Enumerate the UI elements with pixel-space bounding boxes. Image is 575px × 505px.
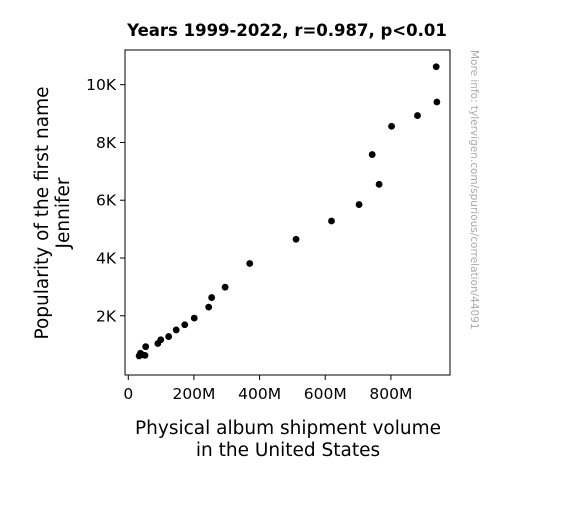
data-point [292, 235, 300, 243]
y-tick-label: 2K [96, 307, 117, 325]
data-point [165, 333, 173, 340]
data-point [208, 294, 216, 301]
x-tick-label: 600M [304, 385, 347, 403]
data-point [205, 303, 213, 311]
x-axis-label-line-2: in the United States [196, 440, 380, 461]
y-tick-label: 6K [96, 192, 117, 210]
x-axis: 0 200M 400M 600M 800M [123, 375, 412, 403]
data-point [135, 352, 143, 360]
y-tick-label: 4K [96, 250, 117, 268]
data-point [414, 112, 421, 119]
data-point [172, 326, 180, 334]
data-point [432, 63, 440, 71]
data-points [135, 63, 441, 360]
data-point [355, 201, 363, 208]
data-point [433, 98, 441, 106]
data-point [375, 180, 383, 188]
y-axis-label-line-1: Popularity of the first name [32, 86, 53, 339]
data-point [328, 217, 335, 225]
y-tick-label: 10K [86, 76, 117, 94]
data-point [221, 283, 229, 291]
data-point [368, 151, 376, 158]
chart-title: Years 1999-2022, r=0.987, p<0.01 [126, 21, 447, 40]
x-tick-label: 800M [369, 385, 412, 403]
x-tick-label: 200M [172, 385, 215, 403]
plot-area [124, 49, 451, 376]
data-point [154, 340, 162, 347]
y-axis-label-line-2: Jennifer [53, 177, 74, 249]
x-tick-label: 0 [123, 385, 133, 403]
data-point [388, 122, 395, 130]
data-point [142, 343, 150, 351]
data-point [190, 314, 198, 322]
x-axis-label-line-1: Physical album shipment volume [135, 418, 441, 439]
y-tick-label: 8K [96, 134, 117, 152]
data-point [181, 321, 189, 329]
data-point [141, 351, 149, 359]
source-watermark: More info: tylervigen.com/spurious/corre… [468, 50, 480, 330]
data-point [246, 260, 254, 267]
x-tick-label: 400M [238, 385, 281, 403]
y-axis: 2K 4K 6K 8K 10K [86, 76, 125, 325]
